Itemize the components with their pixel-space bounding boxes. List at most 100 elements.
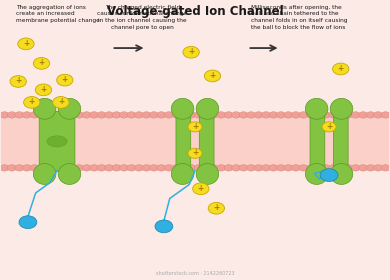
Ellipse shape: [171, 164, 194, 185]
Text: +: +: [15, 76, 21, 85]
Ellipse shape: [305, 164, 328, 185]
Circle shape: [97, 165, 106, 171]
Circle shape: [22, 112, 31, 118]
Ellipse shape: [58, 164, 81, 185]
Circle shape: [75, 165, 83, 171]
Circle shape: [344, 112, 353, 118]
Circle shape: [232, 112, 241, 118]
Circle shape: [24, 97, 40, 108]
Circle shape: [187, 112, 196, 118]
Circle shape: [307, 112, 315, 118]
Ellipse shape: [305, 98, 328, 119]
Circle shape: [112, 165, 121, 171]
Circle shape: [246, 112, 255, 118]
Ellipse shape: [330, 164, 353, 185]
Circle shape: [314, 112, 323, 118]
Circle shape: [299, 112, 308, 118]
Circle shape: [366, 112, 375, 118]
Text: +: +: [209, 71, 216, 80]
Circle shape: [7, 112, 16, 118]
Circle shape: [320, 169, 338, 181]
Circle shape: [194, 165, 203, 171]
Text: The aggregation of ions
create an increased
membrane potential change: The aggregation of ions create an increa…: [16, 5, 100, 23]
Circle shape: [224, 112, 233, 118]
Text: +: +: [338, 64, 344, 73]
Circle shape: [351, 165, 360, 171]
Circle shape: [322, 122, 336, 132]
Circle shape: [52, 112, 61, 118]
Circle shape: [209, 112, 218, 118]
Circle shape: [314, 165, 323, 171]
Circle shape: [135, 165, 144, 171]
Circle shape: [188, 122, 202, 132]
Circle shape: [172, 112, 181, 118]
Circle shape: [269, 112, 278, 118]
Circle shape: [254, 112, 263, 118]
Text: +: +: [188, 47, 194, 56]
Ellipse shape: [33, 98, 56, 119]
Circle shape: [67, 112, 76, 118]
Circle shape: [202, 112, 211, 118]
Circle shape: [18, 38, 34, 50]
Circle shape: [82, 165, 91, 171]
FancyBboxPatch shape: [199, 112, 214, 171]
Circle shape: [57, 74, 73, 86]
Circle shape: [82, 112, 91, 118]
Circle shape: [0, 165, 9, 171]
Circle shape: [232, 165, 241, 171]
Circle shape: [30, 112, 39, 118]
Circle shape: [149, 112, 158, 118]
Circle shape: [33, 57, 50, 69]
Circle shape: [19, 216, 37, 228]
Text: Milliseconds after opening, the
ball and chain tethered to the
channel folds in : Milliseconds after opening, the ball and…: [251, 5, 348, 30]
Circle shape: [269, 165, 278, 171]
Circle shape: [299, 165, 308, 171]
Ellipse shape: [47, 136, 67, 147]
Circle shape: [224, 165, 233, 171]
Circle shape: [142, 112, 151, 118]
Circle shape: [217, 112, 226, 118]
Circle shape: [246, 165, 255, 171]
Circle shape: [37, 165, 46, 171]
Text: +: +: [23, 39, 29, 48]
Circle shape: [284, 165, 293, 171]
Bar: [1, 115, 389, 168]
Circle shape: [135, 112, 144, 118]
Circle shape: [239, 165, 248, 171]
Text: +: +: [62, 75, 68, 84]
Circle shape: [344, 165, 353, 171]
Ellipse shape: [196, 164, 219, 185]
Circle shape: [90, 112, 99, 118]
Circle shape: [359, 165, 368, 171]
Circle shape: [204, 70, 221, 82]
Circle shape: [291, 112, 300, 118]
Text: +: +: [58, 97, 64, 106]
Circle shape: [183, 46, 199, 58]
Circle shape: [254, 165, 263, 171]
Circle shape: [7, 165, 16, 171]
Circle shape: [374, 112, 383, 118]
Circle shape: [35, 84, 51, 96]
Circle shape: [262, 112, 271, 118]
Circle shape: [157, 165, 166, 171]
Text: +: +: [28, 97, 35, 106]
Circle shape: [119, 112, 128, 118]
FancyBboxPatch shape: [310, 112, 325, 171]
Circle shape: [105, 165, 113, 171]
Circle shape: [30, 165, 39, 171]
Circle shape: [53, 97, 69, 108]
Text: The charged electric field
causes conformational change
in the ion channel causi: The charged electric field causes confor…: [98, 5, 188, 30]
Circle shape: [188, 148, 202, 158]
Circle shape: [381, 112, 390, 118]
FancyBboxPatch shape: [176, 112, 191, 171]
Circle shape: [164, 112, 173, 118]
Circle shape: [194, 112, 203, 118]
Circle shape: [37, 112, 46, 118]
Circle shape: [307, 165, 315, 171]
Circle shape: [45, 165, 54, 171]
Circle shape: [157, 112, 166, 118]
Circle shape: [321, 112, 330, 118]
Circle shape: [208, 202, 225, 214]
Circle shape: [359, 112, 368, 118]
Circle shape: [217, 165, 226, 171]
